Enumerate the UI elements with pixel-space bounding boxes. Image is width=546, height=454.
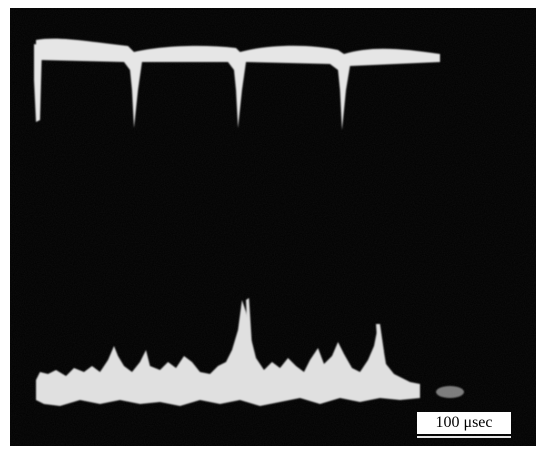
scale-bar bbox=[417, 436, 511, 438]
lower-trace bbox=[36, 298, 464, 406]
upper-trace bbox=[34, 38, 440, 130]
scale-label: 100 μsec bbox=[417, 412, 511, 434]
